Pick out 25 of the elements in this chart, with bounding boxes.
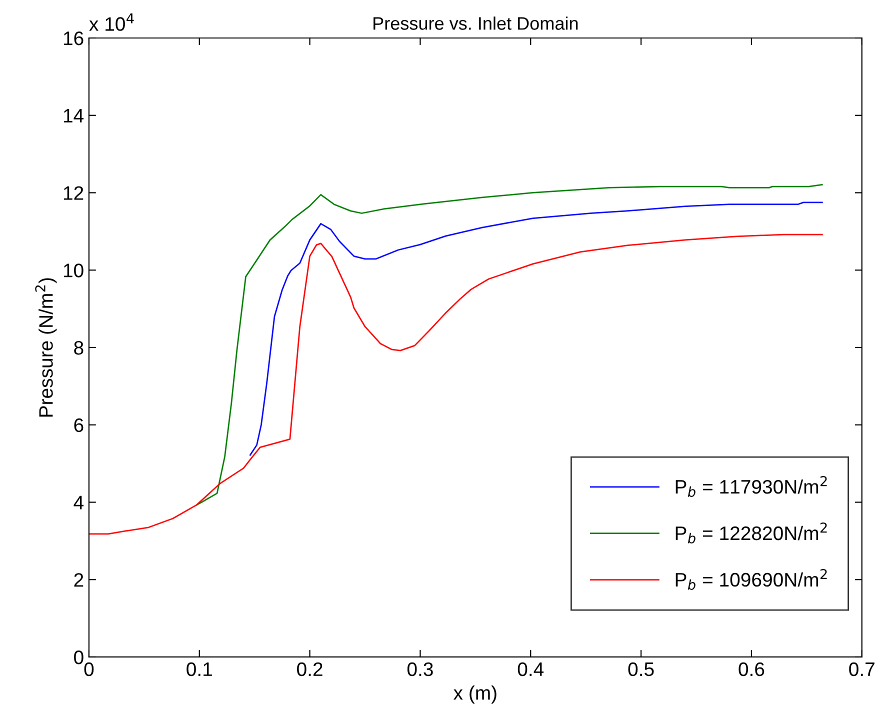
x-tick-label: 0.1 [186,662,212,676]
y-tick-label: 2 [74,573,84,587]
x-axis-title: x (m) [454,686,496,704]
y-axis-title: Pressure (N/m$^{2}$) [35,278,57,417]
y-tick-label: 12 [64,186,84,200]
x-tick-label: 0.2 [297,662,322,676]
chart-title: Pressure vs. Inlet Domain [374,16,578,30]
x-tick-label: 0 [84,662,94,676]
x-tick-label: 0.4 [518,662,544,676]
y-tick-label: 8 [74,340,84,355]
legend-label: P$_{b}$ = 122820N/m$^{2}$ [676,522,827,544]
line-series [249,202,823,456]
y-tick-label: 16 [64,31,84,46]
y-tick-label: 6 [74,418,84,432]
y-tick-label: 0 [74,650,84,664]
x-tick-label: 0.3 [407,662,433,676]
x-tick-label: 0.5 [628,662,654,676]
legend-label: P$_{b}$ = 117930N/m$^{2}$ [676,476,827,497]
y-tick-label: 4 [74,496,84,510]
text: x 10$^{4}$ [89,13,134,31]
x-tick-label: 0.6 [738,662,764,676]
x-tick-label: 0.7 [849,662,874,676]
y-tick-label: 10 [64,264,84,278]
legend-label: P$_{b}$ = 109690N/m$^{2}$ [676,568,827,590]
y-tick-label: 14 [64,109,84,122]
